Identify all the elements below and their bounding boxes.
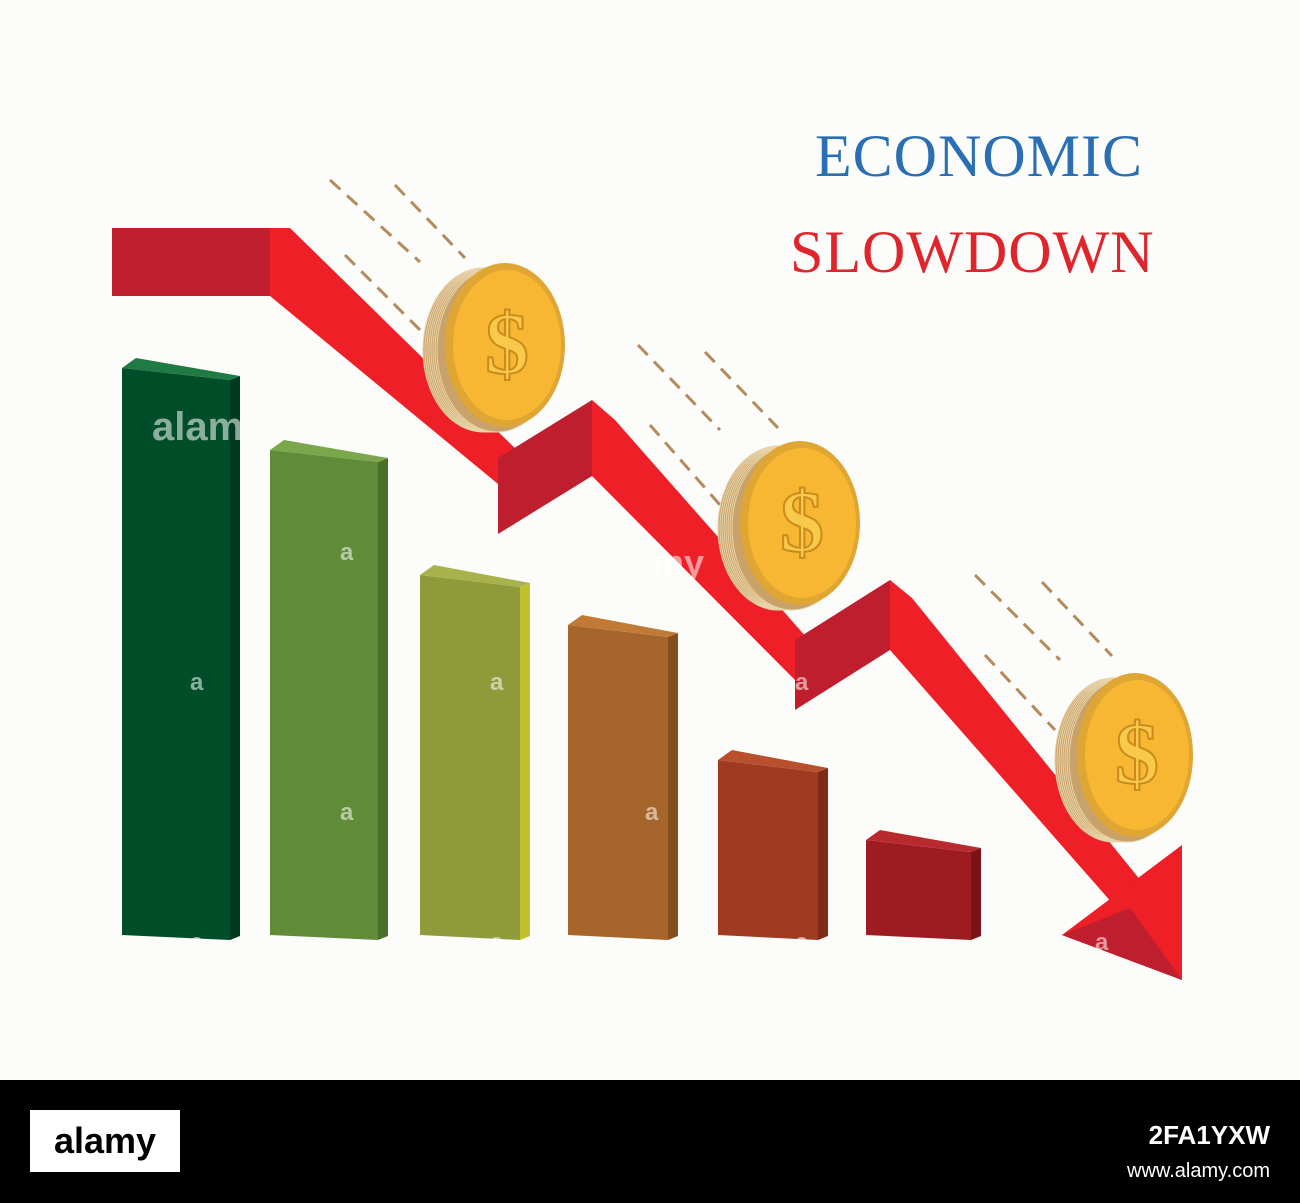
- bar-top: [420, 565, 530, 587]
- footer-image-id: 2FA1YXW: [1148, 1120, 1270, 1150]
- dollar-coin-1: $: [422, 263, 565, 433]
- motion-line: [1040, 580, 1114, 658]
- footer-logo: alamy: [30, 1110, 180, 1172]
- bar-side: [668, 633, 678, 940]
- bar-front: [866, 840, 971, 940]
- bar-front: [568, 625, 668, 940]
- bar-front: [420, 575, 520, 940]
- watermark-text: a: [340, 799, 354, 826]
- watermark-text: a: [190, 929, 204, 956]
- bar-top: [270, 440, 388, 462]
- bar-top: [122, 358, 240, 380]
- watermark: alam my a a a a a a a a a a: [152, 405, 1109, 956]
- watermark-text: alam: [152, 405, 243, 449]
- bar-3: [420, 565, 530, 940]
- bar-front: [270, 450, 378, 940]
- coin-face: [1085, 680, 1189, 830]
- arrow-fold-1: [498, 400, 592, 534]
- watermark-text: a: [190, 669, 204, 696]
- motion-line: [343, 253, 422, 332]
- arrow-head-shade: [1062, 908, 1182, 980]
- motion-line: [393, 183, 467, 260]
- dollar-sign-icon: $: [485, 296, 529, 393]
- bar-front: [122, 368, 230, 940]
- bar-side: [520, 583, 530, 940]
- dollar-sign-icon: $: [780, 474, 824, 571]
- bar-front: [718, 760, 818, 940]
- footer-bar: alamy 2FA1YXW www.alamy.com: [0, 1080, 1300, 1203]
- watermark-text: a: [340, 539, 354, 566]
- watermark-text: a: [795, 669, 809, 696]
- bar-side: [971, 848, 981, 940]
- coin-face: [748, 448, 856, 598]
- bar-1: [122, 358, 240, 940]
- motion-line: [983, 653, 1057, 732]
- footer-url: www.alamy.com: [1127, 1160, 1270, 1182]
- arrow-body-2: [592, 400, 822, 680]
- motion-line: [636, 343, 722, 432]
- bar-top: [568, 615, 678, 637]
- title-slowdown: SLOWDOWN: [790, 219, 1155, 285]
- motion-line: [328, 178, 422, 264]
- bar-side: [818, 768, 828, 940]
- title-economic: ECONOMIC: [815, 123, 1144, 189]
- watermark-text: a: [795, 929, 809, 956]
- motion-line: [973, 573, 1062, 662]
- bar-side: [230, 376, 240, 940]
- watermark-text: my: [652, 542, 704, 583]
- bar-side: [378, 458, 388, 940]
- illustration-canvas: $ $ $ alam my a a a a a a a a a a ECONOMIC SLOWDOWN: [112, 123, 1193, 980]
- motion-line: [703, 350, 780, 430]
- dollar-sign-icon: $: [1115, 706, 1159, 803]
- watermark-text: a: [490, 929, 504, 956]
- bar-6: [866, 830, 981, 940]
- arrow-start-segment: [112, 228, 276, 296]
- bar-top: [866, 830, 981, 852]
- bar-2: [270, 440, 388, 940]
- bar-4: [568, 615, 678, 940]
- coin-face: [453, 270, 561, 420]
- dollar-coin-2: $: [717, 441, 860, 611]
- watermark-text: a: [490, 669, 504, 696]
- footer-logo-text: alamy: [53, 1120, 157, 1161]
- arrow-fold-2: [795, 580, 890, 710]
- motion-line: [648, 424, 722, 506]
- watermark-text: a: [1095, 929, 1109, 956]
- dollar-coin-3: $: [1054, 673, 1193, 843]
- coin-group: $ $ $: [422, 263, 1193, 843]
- bar-5: [718, 750, 828, 940]
- motion-lines: [328, 178, 1114, 732]
- bar-top: [718, 750, 828, 772]
- slowdown-illustration: $ $ $ alam my a a a a a a a a a a: [112, 178, 1193, 980]
- bar-group: [122, 358, 981, 940]
- watermark-text: a: [645, 799, 659, 826]
